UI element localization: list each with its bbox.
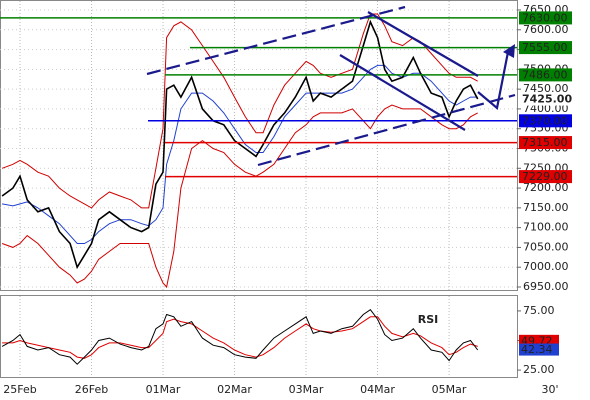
time-unit-label: 30': [541, 383, 558, 396]
level-label: 7370.00: [522, 114, 568, 127]
projection-arrow: [477, 51, 510, 111]
price-panel: [0, 0, 518, 291]
x-tick-label: 25Feb: [3, 383, 36, 396]
level-label: 7486.00: [522, 68, 568, 81]
x-tick-label: 02Mar: [217, 383, 252, 396]
trend-lines: [146, 5, 516, 167]
level-box: [519, 92, 572, 106]
channel-line: [367, 11, 479, 77]
y-tick-label: 25.00: [523, 363, 555, 376]
level-box: [519, 136, 572, 150]
level-box: [519, 170, 572, 184]
level-label: 7229.00: [522, 170, 568, 183]
y-tick-label: 7200.00: [523, 181, 569, 194]
y-tick-label: 7000.00: [523, 260, 569, 273]
y-tick-label: 7050.00: [523, 240, 569, 253]
trend-line: [257, 93, 516, 167]
level-box: [519, 68, 572, 82]
series-line: [2, 316, 478, 359]
level-label: 7555.00: [522, 41, 568, 54]
level-label: 7630.00: [522, 11, 568, 24]
level-box: [519, 41, 572, 55]
arrow-head: [503, 44, 515, 58]
series-line: [1, 309, 479, 365]
y-tick-label: 7100.00: [523, 221, 569, 234]
series-line: [1, 13, 478, 209]
series-line: [2, 64, 478, 244]
x-tick-label: 03Mar: [289, 383, 324, 396]
rsi-title: RSI: [418, 313, 439, 326]
series-line: [1, 19, 479, 270]
level-label: 7425.00: [522, 93, 572, 106]
y-tick-label: 7150.00: [523, 201, 569, 214]
level-box: [519, 11, 572, 25]
level-box: [519, 343, 559, 356]
x-tick-label: 01Mar: [146, 383, 181, 396]
y-tick-label: 75.00: [523, 304, 555, 317]
y-tick-label: 6950.00: [523, 280, 569, 293]
channel-line: [339, 54, 466, 131]
y-tick-label: 7450.00: [523, 82, 569, 95]
series-line: [1, 104, 478, 289]
x-tick-label: 04Mar: [360, 383, 395, 396]
trend-line: [146, 5, 406, 76]
y-tick-label: 7600.00: [523, 23, 569, 36]
x-tick-label: 26Feb: [75, 383, 108, 396]
level-box: [519, 114, 572, 128]
rsi-panel: [0, 295, 518, 378]
level-label: 7315.00: [522, 136, 568, 149]
level-label: 42.34: [521, 343, 553, 356]
x-tick-label: 05Mar: [432, 383, 467, 396]
